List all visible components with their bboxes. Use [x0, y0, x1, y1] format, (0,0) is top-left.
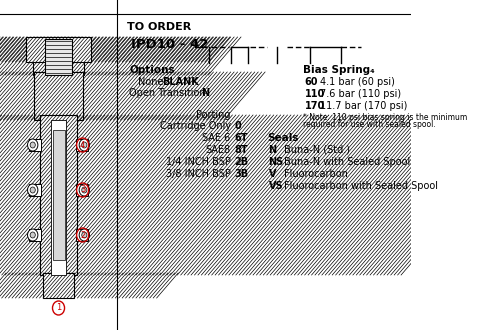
- Text: Buna-N (Std.): Buna-N (Std.): [284, 145, 350, 155]
- Bar: [40, 115, 77, 275]
- Bar: [76, 184, 88, 196]
- Circle shape: [79, 229, 89, 241]
- Text: 3/8 INCH BSP: 3/8 INCH BSP: [166, 169, 231, 179]
- Text: 2: 2: [80, 230, 85, 240]
- Text: SAE 6: SAE 6: [202, 133, 231, 143]
- Text: Bias Spring₄: Bias Spring₄: [303, 65, 375, 75]
- Circle shape: [28, 229, 38, 241]
- Text: Porting: Porting: [196, 110, 231, 120]
- Bar: [29, 139, 41, 151]
- Text: 2B: 2B: [234, 157, 248, 167]
- Text: VS: VS: [269, 181, 283, 191]
- Text: N: N: [201, 88, 209, 98]
- Bar: [29, 229, 41, 241]
- Bar: [29, 184, 41, 196]
- Bar: [33, 37, 84, 75]
- Circle shape: [79, 139, 89, 151]
- Circle shape: [82, 142, 87, 148]
- Text: 60: 60: [304, 77, 318, 87]
- Text: * Note: 110 psi bias spring is the minimum: * Note: 110 psi bias spring is the minim…: [303, 113, 467, 122]
- Bar: [45, 39, 72, 75]
- Circle shape: [28, 184, 38, 196]
- Bar: [43, 273, 74, 298]
- Bar: [76, 229, 88, 241]
- Text: Seals: Seals: [267, 133, 298, 143]
- Text: Fluorocarbon: Fluorocarbon: [284, 169, 348, 179]
- Text: required for use with sealed spool.: required for use with sealed spool.: [303, 120, 436, 129]
- Text: 170: 170: [304, 101, 325, 111]
- Circle shape: [79, 184, 89, 196]
- Bar: [26, 37, 91, 62]
- Text: Cartridge Only: Cartridge Only: [160, 121, 231, 131]
- Text: 110: 110: [304, 89, 325, 99]
- Text: Fluorocarbon with Sealed Spool: Fluorocarbon with Sealed Spool: [284, 181, 438, 191]
- Text: BLANK: BLANK: [162, 77, 198, 87]
- Bar: [76, 139, 88, 151]
- Text: 1: 1: [56, 304, 61, 313]
- Text: 3B: 3B: [234, 169, 248, 179]
- Text: 8T: 8T: [234, 145, 248, 155]
- Text: NS: NS: [269, 157, 284, 167]
- Circle shape: [30, 232, 35, 238]
- Bar: [34, 72, 83, 120]
- Circle shape: [28, 139, 38, 151]
- Text: None: None: [138, 77, 163, 87]
- Circle shape: [30, 187, 35, 193]
- Circle shape: [30, 142, 35, 148]
- Text: 4.1 bar (60 psi): 4.1 bar (60 psi): [320, 77, 395, 87]
- Text: 0: 0: [234, 121, 241, 131]
- Text: V: V: [269, 169, 276, 179]
- Text: Buna-N with Sealed Spool: Buna-N with Sealed Spool: [284, 157, 410, 167]
- Text: 3: 3: [80, 185, 85, 194]
- Circle shape: [82, 232, 87, 238]
- Text: Open Transition: Open Transition: [129, 88, 206, 98]
- Bar: [53, 130, 65, 260]
- Text: IPD10 - 42: IPD10 - 42: [131, 38, 208, 51]
- Text: SAE8: SAE8: [206, 145, 231, 155]
- Text: 11.7 bar (170 psi): 11.7 bar (170 psi): [320, 101, 408, 111]
- Text: 6T: 6T: [234, 133, 248, 143]
- Text: Options: Options: [129, 65, 175, 75]
- Text: 1/4 INCH BSP: 1/4 INCH BSP: [166, 157, 231, 167]
- Text: N: N: [269, 145, 277, 155]
- Circle shape: [82, 187, 87, 193]
- Text: 7.6 bar (110 psi): 7.6 bar (110 psi): [320, 89, 402, 99]
- Text: TO ORDER: TO ORDER: [127, 22, 192, 32]
- Text: 4: 4: [80, 141, 85, 149]
- Bar: [51, 120, 66, 275]
